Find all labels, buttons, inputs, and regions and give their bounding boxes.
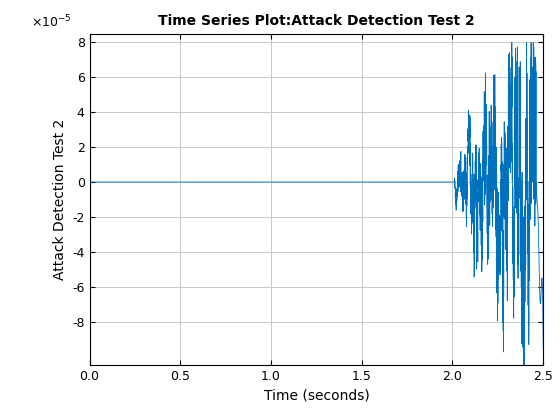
Text: $\times10^{-5}$: $\times10^{-5}$ (31, 14, 71, 30)
X-axis label: Time (seconds): Time (seconds) (264, 389, 369, 403)
Title: Time Series Plot:Attack Detection Test 2: Time Series Plot:Attack Detection Test 2 (158, 14, 475, 28)
Y-axis label: Attack Detection Test 2: Attack Detection Test 2 (53, 119, 67, 280)
